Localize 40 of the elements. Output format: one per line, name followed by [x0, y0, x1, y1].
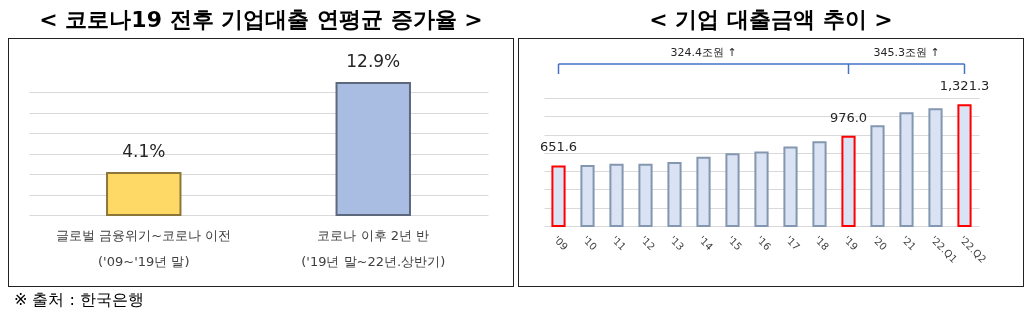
chart-title: < 코로나19 전후 기업대출 연평균 증가율 >: [38, 6, 484, 34]
data-label: 651.6: [539, 139, 578, 155]
data-label: 4.1%: [122, 141, 166, 162]
bar: [551, 165, 566, 227]
bar: [870, 125, 885, 227]
x-tick-label: '13: [667, 233, 687, 253]
bar: [812, 141, 827, 227]
text: 345.3조원 ↑: [873, 46, 940, 59]
x-tick-label: '11: [609, 233, 629, 253]
bar: [783, 146, 798, 227]
x-tick-label: '17: [783, 233, 803, 253]
text: ※ 출처 : 한국은행: [14, 290, 145, 311]
bar: [841, 135, 856, 227]
x-tick-label: '12: [638, 233, 658, 253]
text: 324.4조원 ↑: [670, 46, 737, 59]
data-label: 12.9%: [346, 51, 401, 72]
x-tick-label: '18: [812, 233, 832, 253]
x-tick-label: '16: [754, 233, 774, 253]
x-tick-label: '20: [870, 233, 890, 253]
bar: [725, 153, 740, 227]
x-tick-label: '10: [580, 233, 600, 253]
bar: [754, 151, 769, 227]
bar: [638, 163, 653, 227]
data-label: 976.0: [829, 109, 868, 125]
bar: [899, 112, 914, 227]
x-tick-label: 글로벌 금융위기~코로나 이전 ('09~'19년 말): [56, 227, 232, 269]
bar: [928, 108, 943, 227]
bar: [667, 162, 682, 227]
x-tick-label: '09: [551, 233, 571, 253]
bar: [580, 165, 595, 227]
x-tick-label: '19: [841, 233, 861, 253]
x-tick-label: '15: [725, 233, 745, 253]
bar: [609, 163, 624, 227]
x-tick-label: '21: [899, 233, 919, 253]
x-tick-label: '14: [696, 233, 716, 253]
data-label: 1,321.3: [939, 78, 990, 94]
chart-title: < 기업 대출금액 추이 >: [648, 6, 894, 34]
bar: [696, 156, 711, 227]
bar: [957, 104, 972, 227]
x-tick-label: 코로나 이후 2년 반 ('19년 말~22년.상반기): [301, 227, 446, 269]
